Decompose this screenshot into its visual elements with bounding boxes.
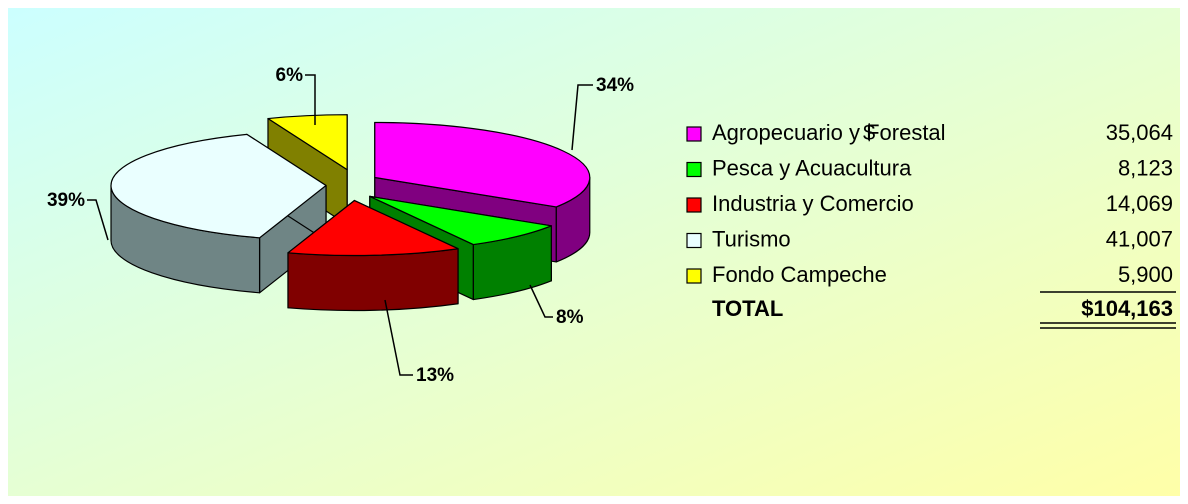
legend-amount: 8,123 — [1118, 155, 1173, 180]
legend-label: Fondo Campeche — [712, 262, 887, 287]
total-amount: $104,163 — [1081, 296, 1173, 321]
legend-swatch — [686, 232, 702, 249]
leader-line — [384, 299, 413, 376]
legend-table: $ TOTAL $104,163 Agropecuario y Forestal… — [686, 120, 1176, 329]
legend-swatch — [686, 268, 702, 284]
slice — [110, 133, 327, 239]
leader-line — [571, 84, 593, 151]
legend-amount: 14,069 — [1106, 191, 1173, 216]
leader-line — [87, 199, 109, 241]
slice — [267, 114, 348, 171]
legend-amount: 35,064 — [1106, 120, 1173, 145]
leader-line — [305, 74, 316, 125]
slice — [287, 199, 459, 257]
slice-wall — [287, 248, 459, 312]
legend-swatch — [686, 161, 702, 178]
slice-label: 8% — [556, 307, 584, 328]
slice-label: 39% — [47, 190, 85, 211]
slice — [374, 121, 591, 208]
leader-line — [529, 284, 553, 318]
currency: $ — [863, 120, 875, 145]
legend-swatch — [686, 197, 702, 213]
legend-label: Agropecuario y Forestal — [712, 120, 946, 145]
pie — [110, 114, 591, 312]
leader-lines — [87, 74, 593, 376]
legend-label: Industria y Comercio — [712, 191, 914, 216]
total-label: TOTAL — [712, 296, 783, 321]
slice-label: 34% — [596, 75, 634, 96]
legend-swatch — [686, 126, 702, 142]
legend-label: Turismo — [712, 226, 791, 251]
slice-label: 6% — [276, 65, 304, 86]
legend-amount: 41,007 — [1106, 226, 1173, 251]
legend-label: Pesca y Acuacultura — [712, 155, 912, 180]
slice — [369, 195, 552, 246]
slice-label: 13% — [416, 365, 454, 386]
legend-amount: 5,900 — [1118, 262, 1173, 287]
